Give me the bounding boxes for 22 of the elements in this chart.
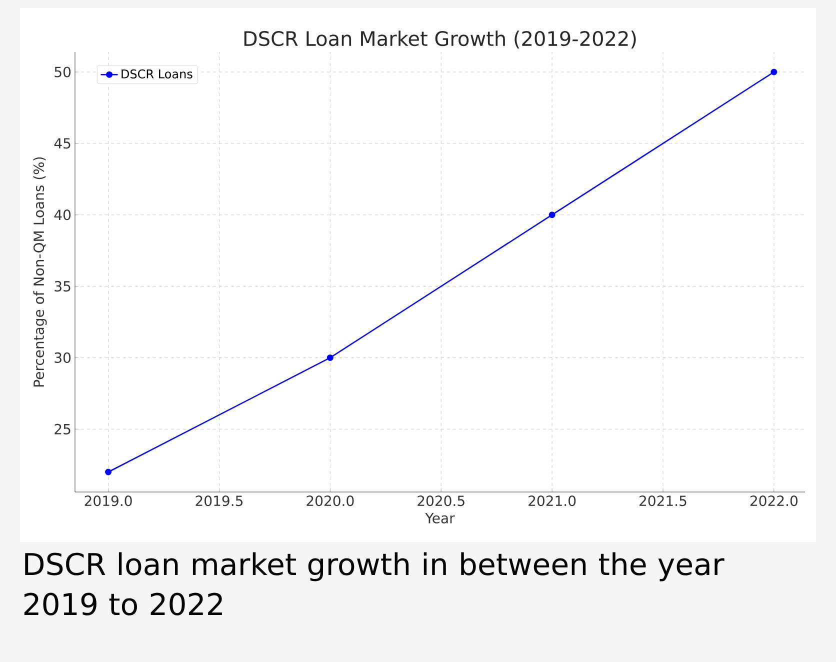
text: DSCR loan market growth in between the year 2019 to 2022 xyxy=(24,552,724,616)
x-tick-label: 2021.5 xyxy=(640,496,686,506)
chart-title: DSCR Loan Market Growth (2019-2022) xyxy=(244,30,636,48)
y-axis-title: Percentage of Non-QM Loans (%) xyxy=(33,157,47,386)
x-tick-label: 2022.0 xyxy=(750,496,798,506)
legend-label: DSCR Loans xyxy=(122,69,192,78)
y-tick-label: 30 xyxy=(54,352,71,364)
y-tick-label: 50 xyxy=(54,66,71,78)
y-tick-label: 40 xyxy=(54,210,71,220)
point xyxy=(326,354,334,361)
x-tick-label: 2019.0 xyxy=(84,496,132,506)
x-tick-label: 2020.5 xyxy=(418,496,464,506)
x-tick-label: 2021.0 xyxy=(528,496,576,506)
x-tick-label: 2019.5 xyxy=(196,496,242,506)
y-tick-label: 35 xyxy=(54,280,70,292)
x-tick-label: 2020.0 xyxy=(306,496,354,506)
point xyxy=(548,212,556,218)
y-tick-label: 45 xyxy=(54,138,70,149)
y-tick-label: 25 xyxy=(54,424,70,434)
point xyxy=(105,468,112,476)
point xyxy=(770,68,778,76)
x-axis-title: Year xyxy=(425,512,455,524)
